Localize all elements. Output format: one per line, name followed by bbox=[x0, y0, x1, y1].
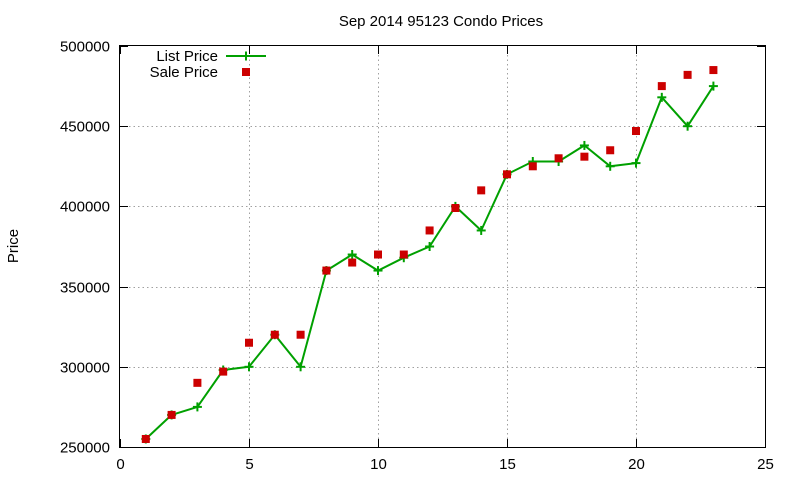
list-price-point bbox=[476, 225, 486, 235]
x-tick-label: 20 bbox=[628, 456, 645, 473]
list-price-point bbox=[657, 92, 667, 102]
sale-price-point bbox=[657, 82, 666, 91]
plot-frame bbox=[119, 45, 766, 448]
y-tick-label: 400000 bbox=[60, 199, 110, 216]
sale-price-point bbox=[528, 162, 537, 171]
sale-price-point bbox=[632, 127, 640, 136]
sale-price-point bbox=[245, 338, 253, 347]
axis-ticks: 250000 300000 350000 400000 450000 500000 0 5 10… bbox=[60, 39, 774, 474]
list-price-point bbox=[373, 266, 383, 276]
sale-price-point bbox=[425, 226, 434, 235]
list-price-point bbox=[347, 250, 357, 260]
list-price-point bbox=[579, 140, 589, 150]
list-price-point bbox=[708, 81, 718, 91]
list-price-point bbox=[244, 362, 254, 372]
y-tick-label: 300000 bbox=[60, 360, 110, 377]
data-series bbox=[141, 66, 718, 444]
series-sale-price bbox=[141, 66, 718, 443]
list-price-line bbox=[145, 85, 715, 440]
sale-price-point bbox=[503, 170, 511, 179]
y-tick-label: 350000 bbox=[60, 280, 110, 297]
list-price-point bbox=[296, 362, 306, 372]
legend-plus-swatch bbox=[241, 51, 251, 61]
list-price-point bbox=[425, 242, 435, 251]
sale-price-point bbox=[554, 154, 563, 163]
grid-lines bbox=[120, 46, 765, 447]
sale-price-point bbox=[374, 250, 382, 259]
y-tick-label: 450000 bbox=[60, 119, 110, 136]
sale-price-point bbox=[580, 152, 589, 161]
list-price-point bbox=[631, 158, 641, 168]
sale-price-point bbox=[451, 204, 460, 213]
legend-label: List Price bbox=[156, 48, 218, 65]
sale-price-point bbox=[348, 258, 357, 267]
chart-title: Sep 2014 95123 Condo Prices bbox=[339, 13, 543, 30]
y-tick-label: 500000 bbox=[60, 39, 110, 56]
sale-price-point bbox=[219, 367, 228, 376]
sale-price-point bbox=[193, 378, 202, 387]
legend-label: Sale Price bbox=[150, 64, 218, 81]
sale-price-point bbox=[683, 70, 692, 79]
series-list-price bbox=[141, 81, 718, 444]
x-tick-label: 25 bbox=[757, 456, 774, 473]
sale-price-point bbox=[606, 146, 615, 155]
sale-price-point bbox=[296, 330, 305, 339]
sale-price-point bbox=[270, 330, 279, 339]
y-axis-label: Price bbox=[5, 229, 22, 263]
legend-entry: List Price bbox=[156, 48, 266, 65]
y-tick-label: 250000 bbox=[60, 440, 110, 457]
sale-price-point bbox=[477, 186, 486, 195]
legend-square-swatch bbox=[242, 68, 250, 76]
sale-price-point bbox=[399, 250, 408, 259]
list-price-point bbox=[605, 161, 615, 171]
legend-entry: Sale Price bbox=[150, 64, 250, 81]
x-tick-label: 5 bbox=[245, 456, 253, 473]
sale-price-point bbox=[167, 410, 176, 419]
sale-price-point bbox=[709, 66, 718, 75]
list-price-point bbox=[192, 402, 202, 412]
list-price-point bbox=[683, 121, 693, 131]
x-tick-label: 10 bbox=[370, 456, 387, 473]
x-tick-label: 15 bbox=[499, 456, 516, 473]
sale-price-point bbox=[141, 434, 150, 443]
x-tick-label: 0 bbox=[116, 456, 124, 473]
sale-price-point bbox=[322, 266, 331, 275]
